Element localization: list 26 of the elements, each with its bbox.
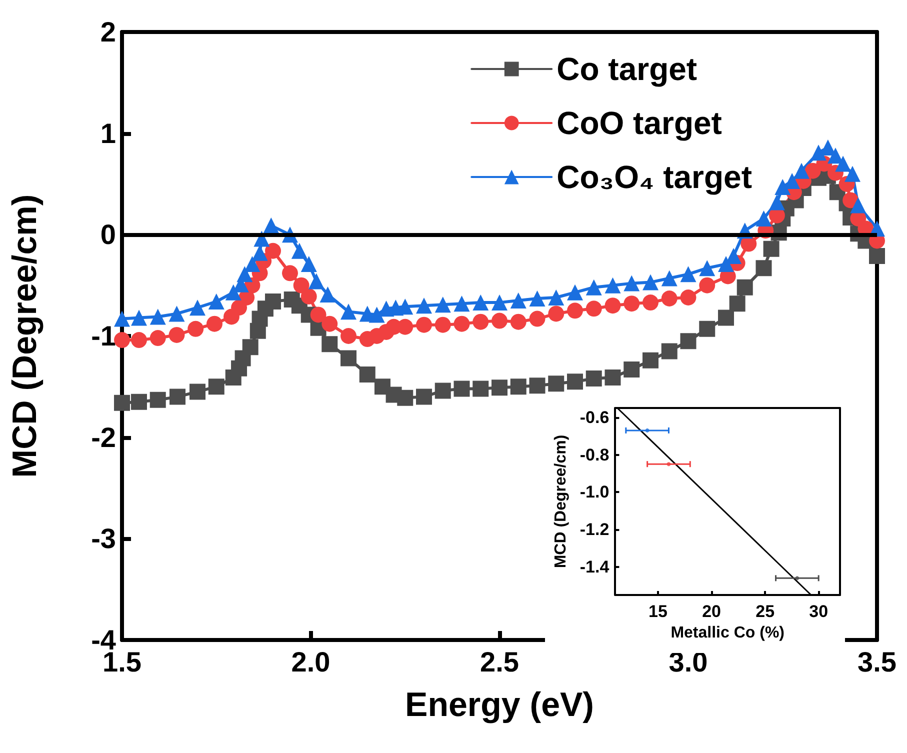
x-tick-label: 2.0 <box>291 646 330 678</box>
y-tick-label: -3 <box>91 523 116 554</box>
y-tick-label: -0.8 <box>580 445 610 464</box>
y-tick-label: -1.0 <box>580 482 610 502</box>
y-tick-label: -1 <box>91 320 116 352</box>
x-tick-label: 20 <box>702 602 721 621</box>
y-tick-label: -1.4 <box>580 557 610 576</box>
y-tick-label: 1 <box>100 118 116 149</box>
x-tick-label: 2.5 <box>480 646 519 678</box>
x-axis-title: Metallic Co (%) <box>670 624 784 642</box>
x-axis-title: Energy (eV) <box>405 686 594 724</box>
y-tick-label: 0 <box>100 219 116 250</box>
x-tick-label: 3.0 <box>668 646 708 678</box>
x-tick-label: 30 <box>809 602 828 621</box>
legend-label: Co target <box>556 51 698 87</box>
x-tick-label: 15 <box>648 602 668 621</box>
y-axis-title: MCD (Degree/cm) <box>6 194 44 478</box>
y-tick-label: -2 <box>91 422 116 453</box>
y-tick-label: 2 <box>100 16 116 48</box>
x-tick-label: 25 <box>756 602 775 621</box>
x-tick-label: 3.5 <box>858 646 896 678</box>
y-tick-label: -0.6 <box>580 408 610 427</box>
y-tick-label: -1.2 <box>580 520 610 540</box>
legend-label: Co₃O₄ target <box>556 159 752 195</box>
y-axis-title: MCD (Degree/cm) <box>552 434 570 568</box>
legend-label: CoO target <box>556 105 722 141</box>
